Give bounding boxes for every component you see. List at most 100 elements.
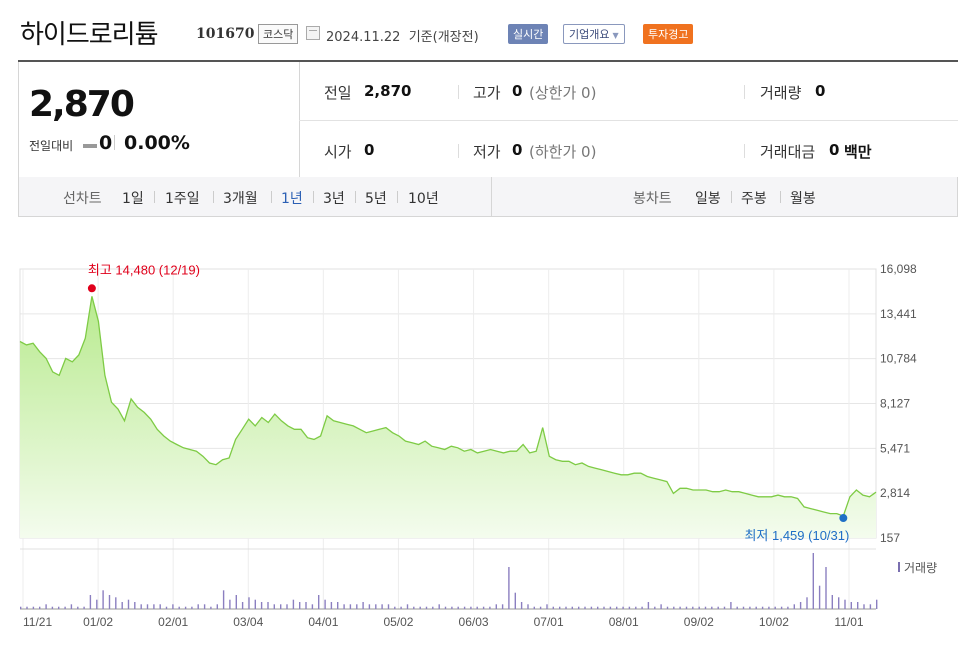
volume-bar	[140, 604, 142, 609]
candle-daily[interactable]: 일봉	[695, 191, 721, 207]
volume-bar	[527, 604, 529, 609]
volume-bar	[248, 597, 250, 609]
volume-bar	[356, 604, 358, 609]
y-tick-label: 13,441	[880, 307, 917, 321]
high-marker	[87, 284, 96, 293]
volume-bar	[337, 602, 339, 609]
volume-bar	[482, 606, 485, 609]
company-overview-dropdown[interactable]: 기업개요 ▼	[563, 24, 625, 44]
volume-bar	[26, 606, 28, 609]
volume-bar	[755, 606, 757, 609]
volume-bar	[571, 606, 573, 609]
volume-bar	[635, 606, 637, 609]
volume-bar	[711, 606, 713, 609]
divider	[114, 135, 115, 150]
line-chart-label: 선차트	[63, 191, 102, 207]
volume-bar	[597, 606, 599, 609]
volume-bar	[844, 599, 846, 609]
volume-bar	[260, 602, 263, 609]
volume-bar	[368, 604, 371, 609]
volume-bar	[70, 604, 73, 609]
volume-bar	[349, 604, 352, 609]
x-axis-labels: 11/21 01/02 02/01 03/04 04/01 05/02 06/03 07/01…	[23, 615, 864, 629]
investment-warning-badge: 투자경고	[643, 24, 694, 44]
volume-bar	[153, 604, 155, 609]
lower-limit: (하한가 0)	[529, 143, 597, 161]
volume-bar	[666, 606, 669, 609]
price-area	[20, 296, 876, 538]
high-label: 고가	[473, 84, 501, 102]
volume-bar	[451, 606, 453, 609]
x-tick-label: 05/02	[383, 615, 413, 629]
divider	[213, 191, 214, 203]
volume-bar	[216, 604, 218, 609]
x-tick-label: 02/01	[158, 615, 188, 629]
trade-amount-label: 거래대금	[760, 143, 816, 161]
volume-bar	[197, 604, 199, 609]
volume-bar	[20, 606, 22, 609]
volume-bar	[749, 606, 751, 609]
volume-bar	[102, 590, 104, 609]
volume-bar	[869, 604, 872, 609]
volume-bar	[318, 595, 320, 609]
candle-chart-label: 봉차트	[633, 191, 672, 207]
volume-bar	[799, 602, 802, 609]
volume-bar	[210, 606, 212, 609]
volume-bar	[235, 595, 237, 609]
period-1d[interactable]: 1일	[122, 191, 144, 207]
volume-bar	[793, 604, 795, 609]
volume-bar	[457, 606, 459, 609]
volume-bar	[381, 604, 383, 609]
divider	[744, 85, 745, 99]
x-tick-label: 11/21	[23, 615, 52, 629]
candle-weekly[interactable]: 주봉	[741, 191, 767, 207]
volume-bar	[876, 599, 878, 609]
x-tick-label: 09/02	[684, 615, 714, 629]
volume-bar	[654, 606, 656, 609]
volume-bar	[400, 606, 402, 609]
volume-bar	[463, 606, 466, 609]
change-label: 전일대비	[29, 139, 74, 153]
volume-bar	[83, 606, 85, 609]
period-5y[interactable]: 5년	[365, 191, 387, 207]
current-price: 2,870	[29, 84, 135, 125]
volume-bar	[241, 602, 244, 609]
volume-bar	[476, 606, 478, 609]
period-10y[interactable]: 10년	[408, 191, 439, 207]
stock-name: 하이드로리튬	[20, 20, 159, 50]
realtime-button[interactable]: 실시간	[508, 24, 549, 44]
volume-bar	[299, 602, 301, 609]
divider	[397, 191, 398, 203]
x-tick-label: 06/03	[459, 615, 489, 629]
volume-bar	[343, 604, 345, 609]
volume-bar	[280, 604, 282, 609]
volume-bar	[774, 606, 776, 609]
volume-bar	[768, 606, 770, 609]
volume-bar	[622, 606, 624, 609]
volume-bar	[438, 604, 440, 609]
period-1y[interactable]: 1년	[281, 191, 303, 207]
volume-bar	[89, 595, 92, 609]
period-3y[interactable]: 3년	[323, 191, 345, 207]
volume-bar	[64, 606, 66, 609]
low-marker	[839, 514, 848, 523]
reference-date: 2024.11.22 기준(개장전)	[326, 30, 479, 45]
price-chart: 16,098 13,441 10,784 8,127 5,471 2,814 157 11/…	[19, 262, 937, 629]
open-value: 0	[364, 141, 375, 159]
prev-close-label: 전일	[324, 84, 352, 102]
period-3m[interactable]: 3개월	[223, 191, 258, 207]
volume-bar	[305, 602, 307, 609]
divider	[458, 85, 459, 99]
volume-bar	[51, 606, 54, 609]
volume-bar	[191, 606, 193, 609]
volume-bar	[32, 606, 35, 609]
y-tick-label: 8,127	[880, 397, 910, 411]
period-1w[interactable]: 1주일	[165, 191, 200, 207]
candle-monthly[interactable]: 월봉	[790, 191, 816, 207]
volume-bar	[838, 597, 840, 609]
volume-bar	[273, 604, 275, 609]
volume-bar	[825, 567, 827, 609]
x-tick-label: 11/01	[834, 615, 863, 629]
divider	[780, 191, 781, 203]
volume-bar	[590, 606, 593, 609]
